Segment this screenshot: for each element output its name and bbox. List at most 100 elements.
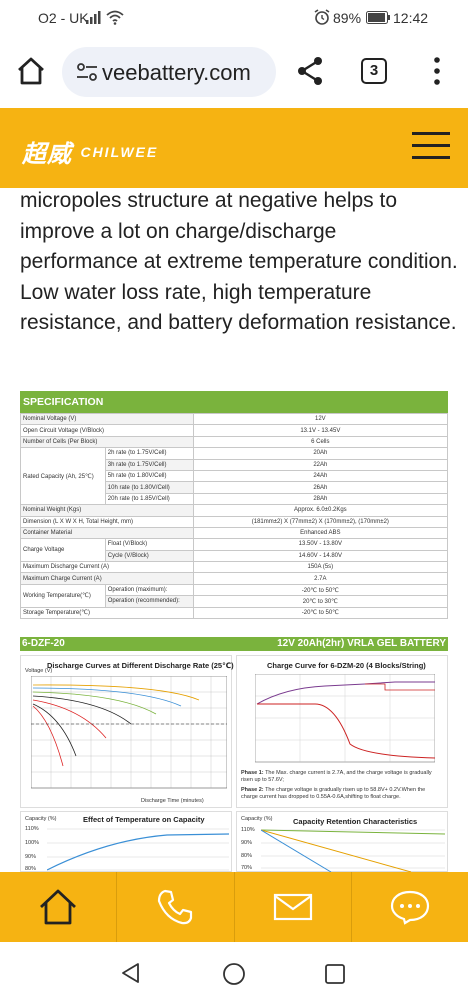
discharge-curves-chart: Discharge Curves at Different Discharge …	[20, 655, 234, 808]
spec-row: Open Circuit Voltage (V/Block) 13.1V - 13…	[20, 424, 449, 437]
spec-row: 10h rate (to 1.80V/Cell) 26Ah	[21, 481, 449, 494]
spec-row: Maximum Discharge Current (A) 150A (5s)	[20, 561, 449, 574]
temp-plot	[47, 828, 229, 871]
spec-row: Maximum Charge Current (A) 2.7A	[20, 572, 449, 585]
retention-tick-70: 70%	[241, 865, 253, 871]
retention-plot	[261, 829, 445, 872]
spec-sub-label: Operation (recommended):	[104, 595, 194, 608]
charge-plot	[255, 674, 435, 763]
spec-value: 26Ah	[192, 481, 449, 494]
spec-title: SPECIFICATION	[20, 391, 448, 413]
temp-y-label: Capacity (%)	[25, 816, 57, 822]
rated-capacity-group: Rated Capacity (Ah, 25℃)	[20, 447, 106, 506]
contact-bar	[0, 872, 468, 942]
mail-icon	[273, 893, 312, 921]
status-bar: O2 - UK 89% 12:42	[0, 0, 468, 36]
spec-grid: Nominal Voltage (V) 12V Open Circuit Volta…	[20, 412, 449, 620]
retention-tick-80: 80%	[241, 853, 253, 859]
home-circle-icon[interactable]	[222, 962, 246, 986]
spec-sub-label: 2h rate (to 1.75V/Cell)	[104, 447, 194, 460]
spec-row: Number of Cells (Per Block) 6 Cells	[20, 435, 449, 449]
battery-model: 6-DZF-20	[22, 638, 65, 649]
spec-sub-label: 20h rate (to 1.85V/Cell)	[104, 492, 194, 506]
spec-value: 13.50V - 13.80V	[192, 538, 449, 551]
spec-value: 150A (5s)	[192, 561, 449, 574]
spec-row: Nominal Voltage (V) 12V	[20, 412, 449, 426]
chat-icon	[390, 890, 429, 925]
spec-label: Nominal Weight (Kgs)	[20, 504, 194, 517]
battery-icon	[366, 11, 390, 24]
spec-label: Dimension (L X W X H, Total Height, mm)	[20, 515, 194, 528]
spec-row: Dimension (L X W X H, Total Height, mm)(…	[20, 515, 449, 528]
spec-label: Open Circuit Voltage (V/Block)	[20, 424, 194, 437]
spec-sub-label: Cycle (V/Block)	[104, 549, 194, 563]
spec-row: Charge Voltage Float (V/Block) 13.50V - 13…	[20, 538, 449, 563]
spec-label: Storage Temperature(℃)	[20, 606, 194, 620]
spec-value: 13.1V - 13.45V	[192, 424, 449, 437]
spec-value: -20℃ to 50℃	[192, 606, 449, 620]
logo-english: CHILWEE	[80, 143, 159, 160]
spec-label: Maximum Discharge Current (A)	[20, 561, 194, 574]
phase-1-note: Phase 1: The Max. charge current is 2.7A…	[241, 770, 441, 784]
spec-value: 14.60V - 14.80V	[192, 549, 449, 563]
browser-home-button[interactable]	[16, 56, 46, 86]
signal-icon	[86, 11, 101, 24]
spec-value: 28Ah	[192, 492, 449, 506]
performance-charts: Discharge Curves at Different Discharge …	[20, 655, 448, 872]
site-settings-icon[interactable]	[76, 62, 98, 82]
spec-label: Maximum Charge Current (A)	[20, 572, 194, 585]
spec-value: 2.7A	[192, 572, 449, 585]
temp-tick-110: 110%	[25, 826, 39, 832]
spec-sub-label: Operation (maximum):	[104, 583, 194, 597]
tab-switcher-button[interactable]: 3	[361, 58, 387, 84]
temp-tick-90: 90%	[25, 854, 37, 860]
contact-home-button[interactable]	[0, 872, 118, 942]
wifi-icon	[106, 10, 124, 25]
spec-row: 3h rate (to 1.75V/Cell) 22Ah	[21, 458, 449, 471]
spec-sub-label: 3h rate (to 1.75V/Cell)	[104, 458, 194, 471]
charge-chart-title: Charge Curve for 6-DZM-20 (4 Blocks/Stri…	[267, 661, 426, 670]
temp-chart-title: Effect of Temperature on Capacity	[83, 815, 205, 824]
spec-banner: 6-DZF-20 12V 20Ah(2hr) VRLA GEL BATTERY	[20, 637, 448, 651]
more-options-icon[interactable]	[430, 56, 444, 86]
carrier-label: O2 - UK	[38, 10, 89, 26]
battery-percent: 89%	[333, 10, 362, 26]
retention-tick-90: 90%	[241, 840, 253, 846]
discharge-x-label: Discharge Time (minutes)	[141, 798, 204, 804]
url-text[interactable]: veebattery.com	[102, 60, 251, 85]
phase-2-text: The charge voltage is gradually risen up…	[241, 787, 426, 800]
home-icon	[40, 889, 77, 925]
spec-value: Enhanced ABS	[192, 526, 449, 540]
product-description: micropoles structure at negative helps t…	[20, 189, 458, 334]
spec-sub-label: Float (V/Block)	[104, 538, 194, 551]
recents-icon[interactable]	[324, 963, 346, 985]
logo-chinese: 超威	[22, 141, 72, 168]
back-icon[interactable]	[120, 962, 142, 984]
spec-value: 22Ah	[192, 458, 449, 471]
spec-row: Operation (recommended): 20℃ to 30℃	[21, 595, 449, 608]
phase-1-label: Phase 1:	[241, 770, 264, 776]
hamburger-menu-icon[interactable]	[412, 132, 450, 162]
spec-label: Number of Cells (Per Block)	[20, 435, 194, 449]
phase-2-note: Phase 2: The charge voltage is gradually…	[241, 787, 441, 801]
retention-tick-110: 110%	[241, 827, 255, 833]
contact-mail-button[interactable]	[235, 872, 352, 942]
discharge-y-label: Voltage (V)	[25, 668, 53, 674]
spec-sub-label: 10h rate (to 1.80V/Cell)	[104, 481, 194, 494]
charge-curve-chart: Charge Curve for 6-DZM-20 (4 Blocks/Stri…	[236, 655, 448, 808]
spec-label: Container Material	[20, 526, 194, 540]
battery-type: 12V 20Ah(2hr) VRLA GEL BATTERY	[277, 638, 446, 649]
chilwee-logo[interactable]: 超威 CHILWEE	[22, 134, 158, 169]
spec-value: Approx. 6.0±0.2Kgs	[192, 504, 449, 517]
address-bar[interactable]: veebattery.com	[62, 47, 276, 97]
phone-icon	[158, 889, 193, 925]
spec-value: 20℃ to 30℃	[192, 595, 449, 608]
contact-chat-button[interactable]	[352, 872, 468, 942]
working-temp-group: Working Temperature(℃)	[20, 583, 106, 608]
spec-value: 24Ah	[192, 469, 449, 483]
share-icon[interactable]	[296, 56, 324, 86]
spec-value: 12V	[192, 412, 449, 426]
contact-phone-button[interactable]	[117, 872, 235, 942]
system-navigation-bar	[0, 942, 468, 1000]
temp-tick-80: 80%	[25, 866, 37, 872]
